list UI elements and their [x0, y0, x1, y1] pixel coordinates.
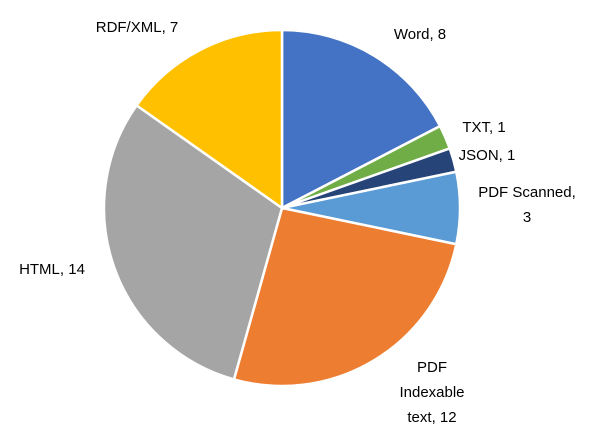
data-label: Word, 8 [394, 26, 446, 43]
data-label: HTML, 14 [19, 261, 85, 278]
data-label: RDF/XML, 7 [96, 19, 179, 36]
pie-slice [280, 28, 442, 211]
data-label: TXT, 1 [462, 119, 505, 136]
data-label: PDF Indexable text, 12 [399, 359, 464, 426]
pie-slice [134, 28, 284, 211]
pie-slice [102, 103, 284, 381]
data-label: PDF Scanned, 3 [478, 184, 576, 226]
data-label: JSON, 1 [459, 147, 516, 164]
pie-slice [232, 206, 458, 388]
